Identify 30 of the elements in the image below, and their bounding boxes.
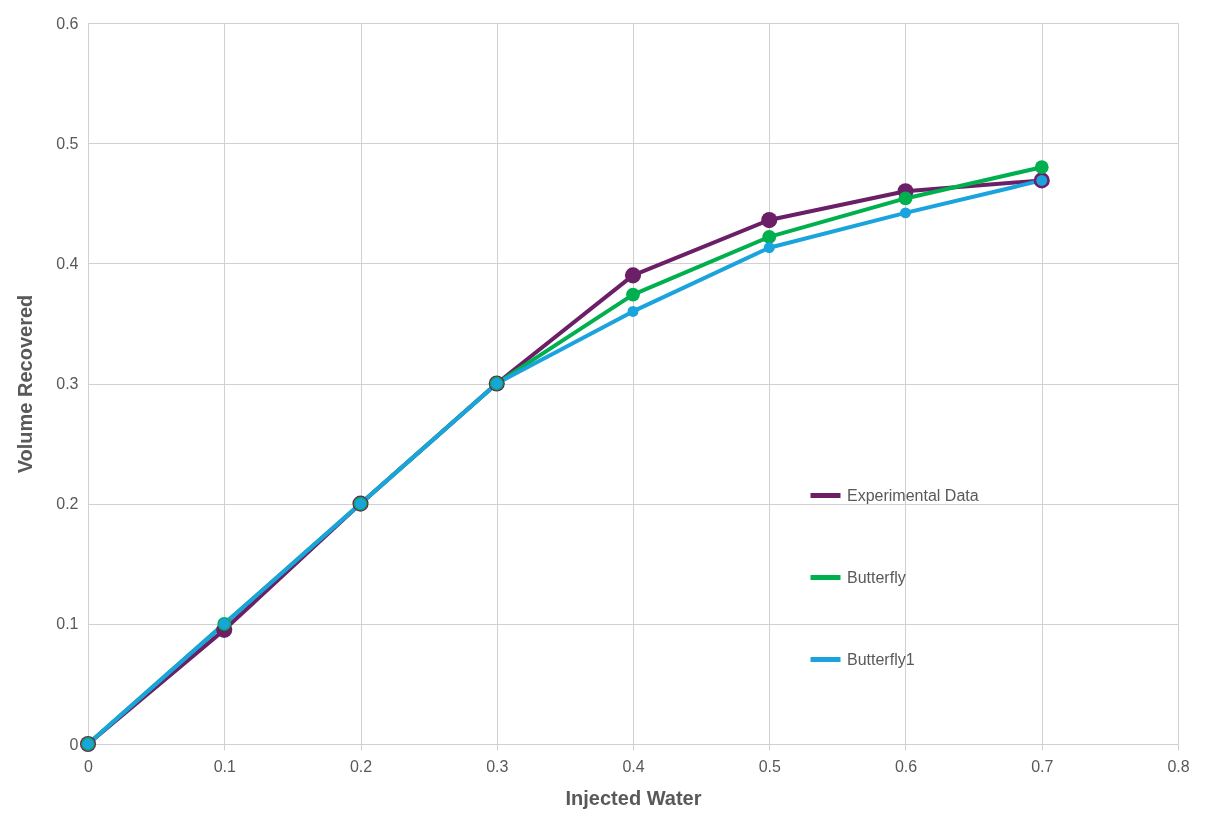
point bbox=[624, 267, 642, 284]
x-tick-label: 0.1 bbox=[213, 757, 236, 775]
x-tick-label: 0.4 bbox=[622, 757, 645, 775]
point bbox=[1034, 160, 1049, 175]
x-tick-label: 0.3 bbox=[486, 757, 509, 775]
y-tick-label: 0.5 bbox=[56, 134, 79, 152]
x-tick-label: 0.8 bbox=[1167, 757, 1190, 775]
y-tick-label: 0.3 bbox=[56, 375, 79, 392]
point bbox=[626, 287, 640, 302]
point bbox=[627, 305, 639, 317]
y-axis-title: Volume Recovered bbox=[14, 294, 37, 474]
y-tick-label: 0.6 bbox=[56, 14, 79, 32]
point bbox=[761, 212, 778, 229]
x-axis-title: Injected Water bbox=[565, 786, 702, 809]
y-tick-label: 0.1 bbox=[56, 615, 79, 633]
point bbox=[900, 207, 911, 219]
legend-label: Butterfly1 bbox=[847, 650, 915, 668]
point bbox=[762, 230, 777, 244]
y-tick-label: 0.4 bbox=[56, 254, 79, 272]
legend-label: Experimental Data bbox=[847, 486, 979, 504]
x-tick-label: 0.6 bbox=[894, 757, 918, 775]
point bbox=[763, 242, 775, 254]
legend-label: Butterfly bbox=[847, 568, 906, 586]
point bbox=[898, 191, 913, 206]
y-tick-label: 0 bbox=[69, 735, 79, 753]
x-tick-label: 0.2 bbox=[349, 757, 373, 775]
x-tick-label: 0.7 bbox=[1031, 757, 1054, 775]
y-tick-label: 0.2 bbox=[56, 495, 79, 513]
x-tick-label: 0 bbox=[84, 757, 94, 775]
x-tick-label: 0.5 bbox=[758, 757, 781, 775]
